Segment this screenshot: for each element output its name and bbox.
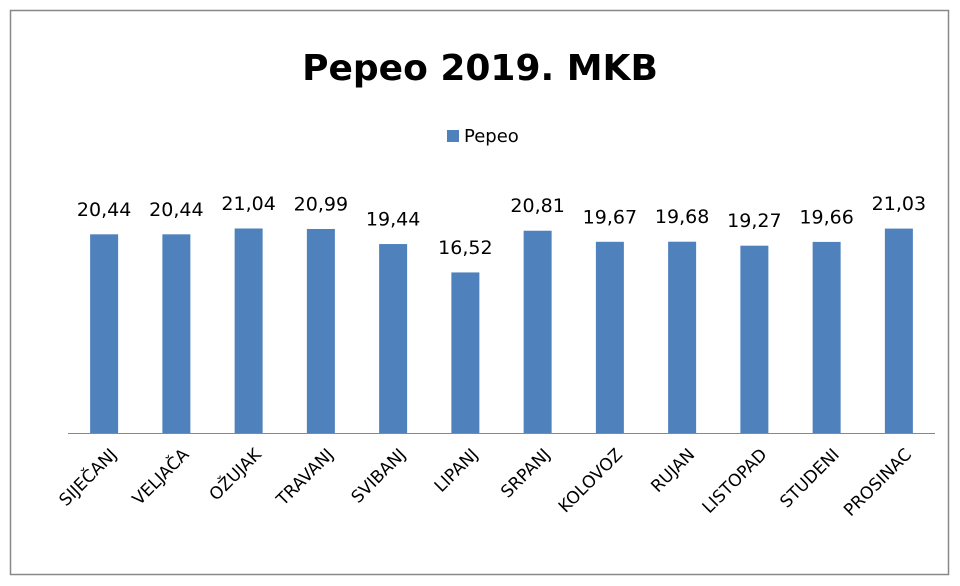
bar xyxy=(523,230,552,433)
legend-swatch xyxy=(447,130,459,142)
data-label: 21,04 xyxy=(221,193,275,215)
bar xyxy=(595,241,624,433)
bar xyxy=(90,234,119,433)
bar xyxy=(451,272,480,433)
data-label: 19,44 xyxy=(366,209,420,231)
bar xyxy=(379,244,408,433)
data-label: 16,52 xyxy=(438,237,492,259)
legend-label: Pepeo xyxy=(464,126,519,147)
bar xyxy=(668,241,697,433)
bar xyxy=(306,228,335,433)
bar xyxy=(740,245,769,433)
bar xyxy=(884,228,913,433)
bar xyxy=(812,241,841,433)
data-label: 20,99 xyxy=(294,193,348,215)
data-label: 19,68 xyxy=(655,206,709,228)
data-label: 19,67 xyxy=(583,206,637,228)
data-label: 21,03 xyxy=(872,193,926,215)
data-label: 20,44 xyxy=(77,199,131,221)
data-label: 19,27 xyxy=(727,210,781,232)
data-label: 20,81 xyxy=(510,195,564,217)
bar xyxy=(234,228,263,433)
data-label: 19,66 xyxy=(799,206,853,228)
bar xyxy=(162,234,191,433)
data-label: 20,44 xyxy=(149,199,203,221)
chart-title: Pepeo 2019. MKB xyxy=(302,48,658,89)
